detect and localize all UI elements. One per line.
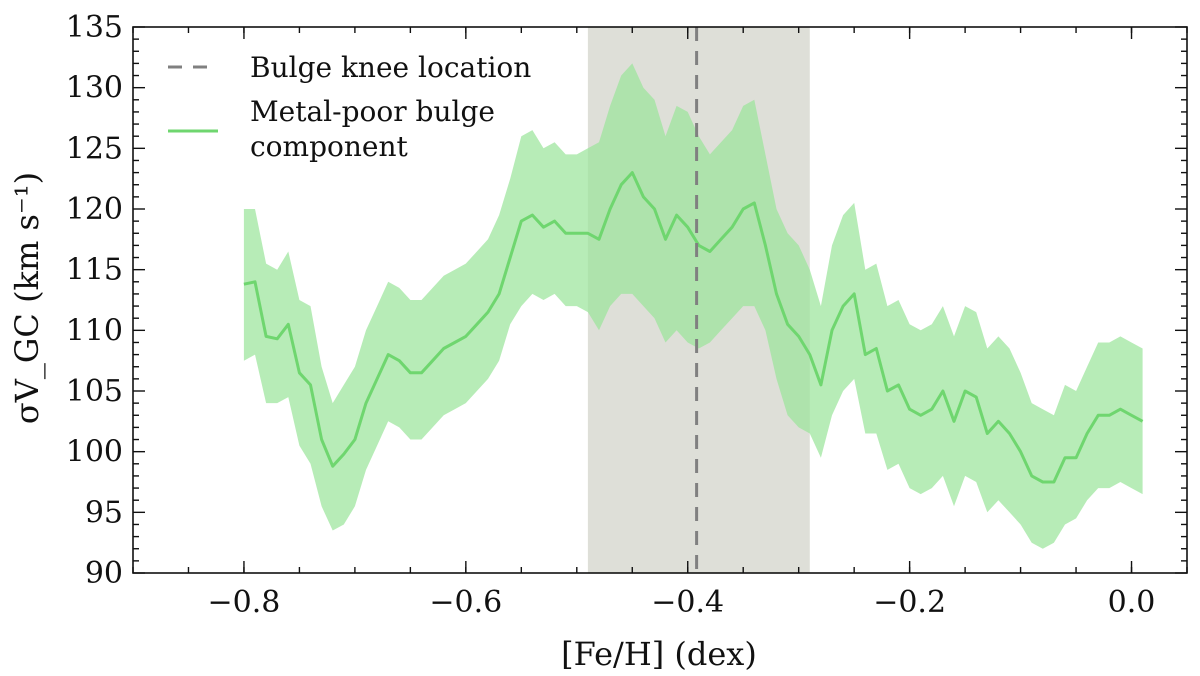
- x-axis-label: [Fe/H] (dex): [561, 635, 757, 673]
- legend-label-knee: Bulge knee location: [250, 51, 531, 84]
- x-tick-label: −0.2: [873, 585, 946, 620]
- x-tick-label: −0.6: [429, 585, 502, 620]
- plot-frame: [132, 26, 1188, 574]
- y-tick-label: 125: [66, 131, 123, 166]
- y-tick-label: 95: [85, 495, 123, 530]
- y-tick-label: 135: [66, 10, 123, 45]
- y-axis-label: σV_GC (km s⁻¹): [8, 172, 46, 424]
- x-tick-label: −0.4: [651, 585, 724, 620]
- y-tick-label: 120: [66, 192, 123, 227]
- y-tick-label: 90: [85, 556, 123, 591]
- x-tick-labels: −0.8 −0.6 −0.4 −0.2 0.0: [208, 585, 1156, 620]
- metal-poor-bulge-line: [243, 171, 1144, 484]
- y-tick-label: 100: [66, 435, 123, 470]
- y-tick-label: 110: [66, 313, 123, 348]
- legend: Bulge knee location Metal-poor bulge com…: [168, 51, 531, 163]
- legend-label-metal-poor-line1: Metal-poor bulge: [250, 95, 495, 128]
- x-tick-label: 0.0: [1108, 585, 1156, 620]
- legend-label-metal-poor-line2: component: [250, 130, 409, 163]
- metal-poor-bulge-confidence-band: [243, 63, 1143, 549]
- x-tick-label: −0.8: [208, 585, 281, 620]
- y-tick-label: 105: [66, 374, 123, 409]
- y-tick-label: 130: [66, 71, 123, 106]
- y-tick-labels: 90 95 100 105 110 115 120 125 130 135: [66, 10, 123, 591]
- tick-marks: [132, 26, 1188, 574]
- y-tick-label: 115: [66, 253, 123, 288]
